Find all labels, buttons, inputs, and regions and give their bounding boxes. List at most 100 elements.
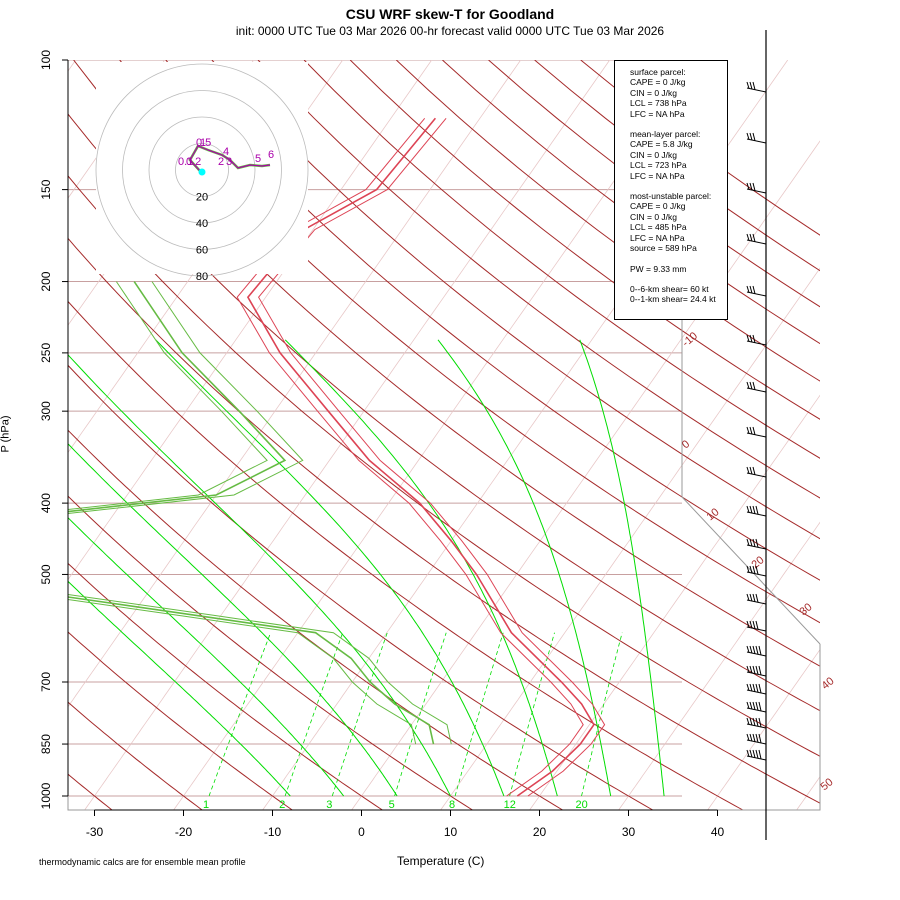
y-tick-label: 400: [39, 493, 53, 513]
wind-barb: [746, 733, 767, 745]
wind-barb-feather: [758, 645, 762, 656]
stats-line: CAPE = 0 J/kg: [630, 201, 686, 212]
wind-barb-feather: [749, 81, 753, 90]
y-axis-label: P (hPa): [0, 415, 12, 453]
wind-barb-feather: [752, 565, 756, 574]
wind-barb: [746, 334, 767, 346]
wind-barb-staff: [746, 571, 767, 577]
wind-barb-staff: [746, 544, 767, 550]
wind-barb-feather: [746, 81, 750, 89]
hodograph-label: 5: [255, 153, 261, 165]
y-tick-label: 250: [39, 343, 53, 363]
dry-adiabat-line: [68, 701, 203, 810]
dry-adiabat-line: [68, 631, 294, 810]
wind-barb-feather: [752, 81, 756, 90]
wind-barb-feather: [752, 645, 756, 654]
wind-barb-feather: [755, 565, 759, 575]
wind-barb-feather: [749, 593, 753, 602]
moist-adiabat-line: [68, 580, 291, 797]
wind-barb: [746, 683, 767, 695]
wind-barb-feather: [755, 538, 759, 548]
dewpoint-profile: [68, 281, 435, 745]
stats-line: CIN = 0 J/kg: [630, 211, 678, 222]
wind-barb-staff: [746, 138, 767, 144]
wind-barb-staff: [746, 291, 767, 297]
wind-barb-staff: [746, 626, 767, 632]
wind-barb-feather: [746, 620, 750, 628]
wind-barb: [746, 426, 767, 438]
wind-barb-feather: [746, 426, 750, 434]
wind-barb: [746, 565, 767, 577]
wind-barb: [746, 233, 767, 245]
hodograph-label: 3: [226, 156, 232, 168]
wind-barb-feather: [752, 701, 756, 710]
mixing-ratio-line: [284, 632, 344, 797]
mixing-ratio-label: 12: [504, 799, 516, 811]
y-tick-label: 100: [39, 50, 53, 70]
x-tick-label: 30: [622, 825, 636, 839]
hodograph-ring-label: 80: [196, 271, 208, 283]
wind-barb-feather: [746, 749, 750, 757]
most-unstable-parcel-stats: most-unstable parcel: CAPE = 0 J/kg CIN = …: [630, 191, 727, 253]
dewpoint-profile: [68, 281, 417, 745]
wind-barb-feather: [752, 717, 756, 726]
wind-barb: [746, 285, 767, 297]
wind-barb-feather: [752, 233, 756, 242]
wind-barb-feather: [746, 717, 750, 725]
x-tick-label: -10: [264, 825, 282, 839]
wind-barb-feather: [749, 505, 753, 514]
surface-parcel-stats: surface parcel: CAPE = 0 J/kg CIN = 0 J/kg…: [630, 67, 727, 119]
y-tick-label: 150: [39, 179, 53, 199]
dry-adiabat-line: [68, 175, 820, 757]
stats-line: LCL = 738 hPa: [630, 98, 687, 109]
mixing-ratio-label: 8: [449, 799, 455, 811]
wind-barb-feather: [749, 285, 753, 294]
wind-barb-feather: [755, 683, 759, 693]
y-tick-label: 1000: [39, 782, 53, 809]
moist-adiabat-line: [579, 339, 665, 797]
hodograph-ring: [175, 143, 229, 197]
isotherm-line: [68, 60, 433, 581]
stats-line: CAPE = 0 J/kg: [630, 77, 686, 88]
wind-barb-staff: [746, 472, 767, 478]
temperature-profile: [246, 117, 595, 797]
wind-barb-feather: [752, 505, 756, 514]
wind-barb-feather: [746, 701, 750, 709]
wind-barb-staff: [746, 739, 767, 745]
isotherm-label: 40: [820, 675, 837, 692]
wind-barb: [746, 381, 767, 393]
wind-barb-feather: [752, 683, 756, 692]
x-axis-label: Temperature (C): [397, 854, 485, 868]
stats-line: most-unstable parcel:: [630, 191, 712, 202]
wind-barb-feather: [755, 733, 759, 743]
wind-barb: [746, 81, 767, 93]
wind-barb-feather: [749, 749, 753, 758]
wind-barb-feather: [755, 620, 759, 630]
mixing-ratio-label: 20: [576, 799, 588, 811]
wind-barb-staff: [746, 188, 767, 194]
wind-barb-feather: [746, 334, 750, 342]
hodograph-ring: [148, 116, 256, 224]
wind-barb-feather: [758, 733, 762, 744]
wind-barb-staff: [746, 387, 767, 393]
isotherm-line: [707, 648, 820, 810]
storm-motion-marker: [198, 168, 206, 176]
wind-barb-feather: [749, 717, 753, 726]
dry-adiabat-line: [211, 60, 820, 540]
isotherm-line: [440, 267, 820, 810]
wind-barb-staff: [746, 239, 767, 245]
dry-adiabat-line: [395, 60, 820, 382]
mixing-ratio-label: 3: [326, 799, 332, 811]
wind-barb-feather: [746, 132, 750, 140]
hodograph-label: 0.5: [196, 137, 211, 149]
wind-barb-feather: [752, 426, 756, 435]
precipitable-water-stats: PW = 9.33 mm: [630, 264, 727, 274]
y-tick-label: 700: [39, 672, 53, 692]
wind-barb-feather: [752, 381, 756, 390]
mixing-ratio-label: 5: [389, 799, 395, 811]
wind-barb-staff: [746, 511, 767, 517]
wind-barb-feather: [749, 233, 753, 242]
wind-barb-feather: [749, 132, 753, 141]
wind-barb-feather: [746, 593, 750, 601]
x-tick-label: -30: [86, 825, 104, 839]
